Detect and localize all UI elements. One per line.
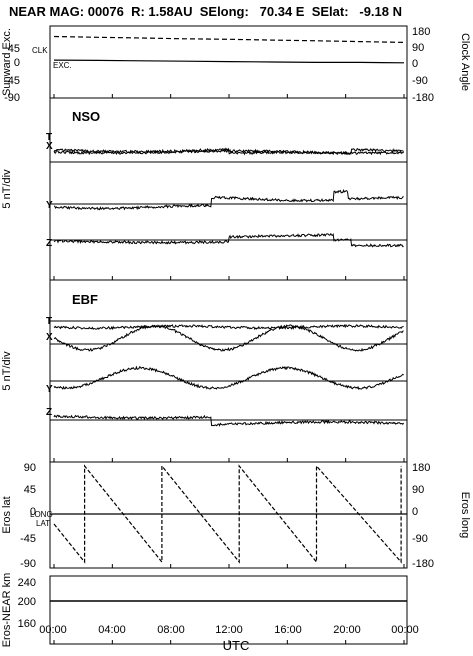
- ebf-trace-y: [53, 365, 404, 390]
- nso-label-y: Y: [46, 200, 53, 211]
- label-long: LONG: [30, 510, 53, 519]
- tick-clock-180: 180: [412, 26, 430, 38]
- tick-exc-0: 0: [14, 57, 20, 69]
- ebf-trace-x: [53, 324, 404, 352]
- series-eros-long: [53, 464, 402, 564]
- ebf-label-z: Z: [46, 407, 52, 418]
- ebf-trace-z: [53, 414, 405, 427]
- panel-label-nso: NSO: [72, 109, 100, 124]
- figure-title: NEAR MAG: 00076 R: 1.58AU SElong: 70.34 …: [9, 4, 402, 19]
- tick-range-240: 240: [18, 577, 36, 589]
- xtick-0400: 04:00: [98, 624, 126, 636]
- nso-trace-z: [53, 232, 404, 248]
- ylabel-nso: 5 nT/div: [1, 169, 13, 209]
- nso-label-z: Z: [46, 238, 52, 249]
- tick-long-0: 0: [412, 506, 418, 518]
- tick-lat-90: 90: [24, 462, 36, 474]
- tick-long-90: 90: [412, 484, 424, 496]
- nso-label-x: X: [46, 141, 53, 152]
- label-exc: EXC.: [53, 61, 72, 70]
- tick-exc-45: 45: [8, 43, 20, 55]
- tick-clock-0: 0: [412, 58, 418, 70]
- panel-eros-position-frame: [49, 461, 408, 569]
- tick-range-200: 200: [18, 596, 36, 608]
- xtick-2400: 00:00: [391, 624, 419, 636]
- tick-exc-m45: -45: [4, 75, 20, 87]
- tick-lat-45: 45: [24, 484, 36, 496]
- tick-exc-m90: -90: [4, 92, 20, 104]
- tick-lat-m45: -45: [20, 533, 36, 545]
- xtick-1200: 12:00: [215, 624, 243, 636]
- xtick-0800: 08:00: [157, 624, 185, 636]
- ebf-label-y: Y: [46, 384, 53, 395]
- tick-lat-m90: -90: [20, 558, 36, 570]
- tick-clock-m180: -180: [412, 92, 434, 104]
- ylabel-sunward-exc: Sunward Exc.: [1, 28, 13, 96]
- ylabel-eros-near-km: Eros-NEAR km: [1, 573, 13, 648]
- nso-trace-x: [53, 147, 404, 156]
- tick-lat-0: 0: [30, 506, 36, 518]
- ylabel-eros-long: Eros long: [459, 492, 471, 538]
- tick-clock-90: 90: [412, 42, 424, 54]
- series-clock-angle: [53, 35, 405, 43]
- tick-long-m180: -180: [412, 558, 434, 570]
- series-sunward-exc: [53, 59, 405, 64]
- ebf-trace-t: [53, 323, 404, 331]
- ebf-label-x: X: [46, 332, 53, 343]
- nso-trace-y: [53, 189, 404, 211]
- tick-range-160: 160: [18, 618, 36, 630]
- xtick-1600: 16:00: [274, 624, 302, 636]
- tick-long-180: 180: [412, 462, 430, 474]
- panel-label-ebf: EBF: [72, 292, 98, 307]
- panel-nso-frame: [49, 97, 408, 281]
- xaxis-label: UTC: [223, 638, 250, 653]
- label-clk: CLK: [32, 46, 48, 55]
- ylabel-clock-angle: Clock Angle: [459, 33, 471, 91]
- tick-long-m90: -90: [412, 533, 428, 545]
- nso-label-t: T: [46, 132, 52, 143]
- label-lat: LAT: [36, 519, 50, 528]
- xtick-0000: 00:00: [39, 624, 67, 636]
- ylabel-ebf: 5 nT/div: [1, 351, 13, 391]
- xtick-2000: 20:00: [333, 624, 361, 636]
- tick-clock-m90: -90: [412, 75, 428, 87]
- panel-ebf-frame: [49, 279, 408, 463]
- ylabel-eros-lat: Eros lat: [1, 496, 13, 533]
- ebf-label-t: T: [46, 316, 52, 327]
